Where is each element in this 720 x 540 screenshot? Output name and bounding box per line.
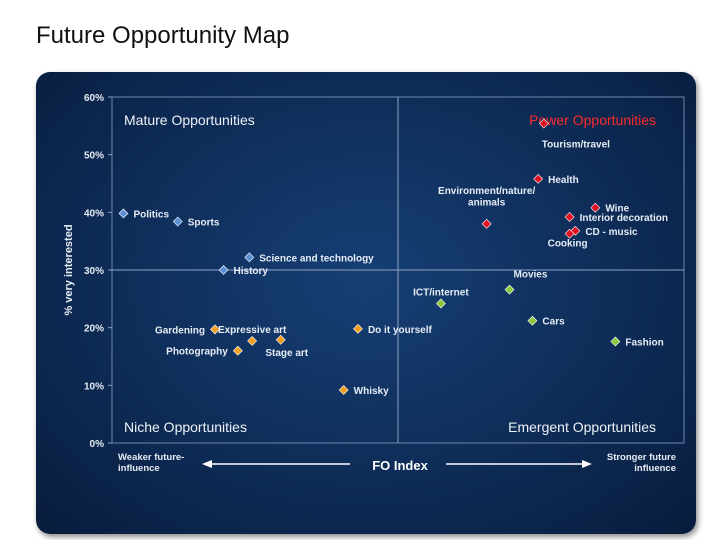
data-point-whisky[interactable] xyxy=(338,385,349,395)
x-arrow-right-head xyxy=(582,460,592,468)
quadrant-label-emergent: Emergent Opportunities xyxy=(508,419,656,435)
data-label: ICT/internet xyxy=(413,287,469,298)
y-tick-label: 10% xyxy=(84,381,104,392)
x-axis-label: FO Index xyxy=(372,458,428,473)
data-label: Science and technology xyxy=(259,253,374,264)
data-point-gardening[interactable] xyxy=(210,324,220,335)
data-point-environment-nature-animals[interactable] xyxy=(481,218,492,229)
data-label: Whisky xyxy=(354,386,389,397)
data-label: Cars xyxy=(542,317,565,328)
data-point-sports[interactable] xyxy=(172,216,183,227)
data-point-science-and-technology[interactable] xyxy=(244,252,255,263)
x-right-label: Stronger future influence xyxy=(607,452,676,474)
data-point-interior-decoration[interactable] xyxy=(564,212,575,222)
y-tick-label: 40% xyxy=(84,208,104,219)
y-tick-label: 60% xyxy=(84,93,104,104)
data-label: Expressive art xyxy=(218,325,287,336)
data-point-expressive-art[interactable] xyxy=(247,336,258,346)
quadrant-label-niche: Niche Opportunities xyxy=(124,419,247,435)
data-label: Cooking xyxy=(548,239,588,250)
data-point-wine[interactable] xyxy=(590,202,601,213)
data-label: Health xyxy=(548,175,579,186)
data-label: Do it yourself xyxy=(368,325,433,336)
data-label: Sports xyxy=(188,218,220,229)
data-label: Wine xyxy=(605,204,629,215)
chart-panel xyxy=(36,72,696,534)
data-point-fashion[interactable] xyxy=(610,336,621,347)
data-label: Environment/nature/animals xyxy=(438,186,535,209)
data-label: Politics xyxy=(133,209,169,220)
data-label: Photography xyxy=(166,347,228,358)
data-point-photography[interactable] xyxy=(232,345,243,356)
data-point-cooking[interactable] xyxy=(564,228,575,239)
data-point-history[interactable] xyxy=(218,265,229,275)
data-point-tourism-travel[interactable] xyxy=(538,118,549,129)
data-point-do-it-yourself[interactable] xyxy=(353,323,363,334)
data-point-movies[interactable] xyxy=(504,284,515,295)
data-label: Movies xyxy=(514,270,548,281)
data-label: Stage art xyxy=(265,348,308,359)
y-tick-label: 50% xyxy=(84,151,104,162)
page-title: Future Opportunity Map xyxy=(36,22,290,49)
data-label: Tourism/travel xyxy=(542,140,610,151)
data-point-politics[interactable] xyxy=(118,208,129,219)
data-point-ict-internet[interactable] xyxy=(435,298,446,309)
y-tick-label: 30% xyxy=(84,266,104,277)
y-axis-label: % very interested xyxy=(63,224,75,315)
x-left-label: Weaker future-influence xyxy=(118,452,184,474)
y-tick-label: 20% xyxy=(84,324,104,335)
data-point-health[interactable] xyxy=(533,173,544,184)
quadrant-label-power: Power Opportunities xyxy=(529,112,656,128)
data-label: Gardening xyxy=(155,325,205,336)
data-label: Interior decoration xyxy=(580,213,668,224)
data-point-stage-art[interactable] xyxy=(275,334,286,345)
y-tick-label: 0% xyxy=(90,439,105,450)
data-label: CD - music xyxy=(585,227,638,238)
data-label: History xyxy=(234,266,269,277)
x-arrow-left-head xyxy=(202,460,212,468)
quadrant-label-mature: Mature Opportunities xyxy=(124,112,255,128)
data-label: Fashion xyxy=(625,338,663,349)
data-point-cars[interactable] xyxy=(527,315,538,326)
